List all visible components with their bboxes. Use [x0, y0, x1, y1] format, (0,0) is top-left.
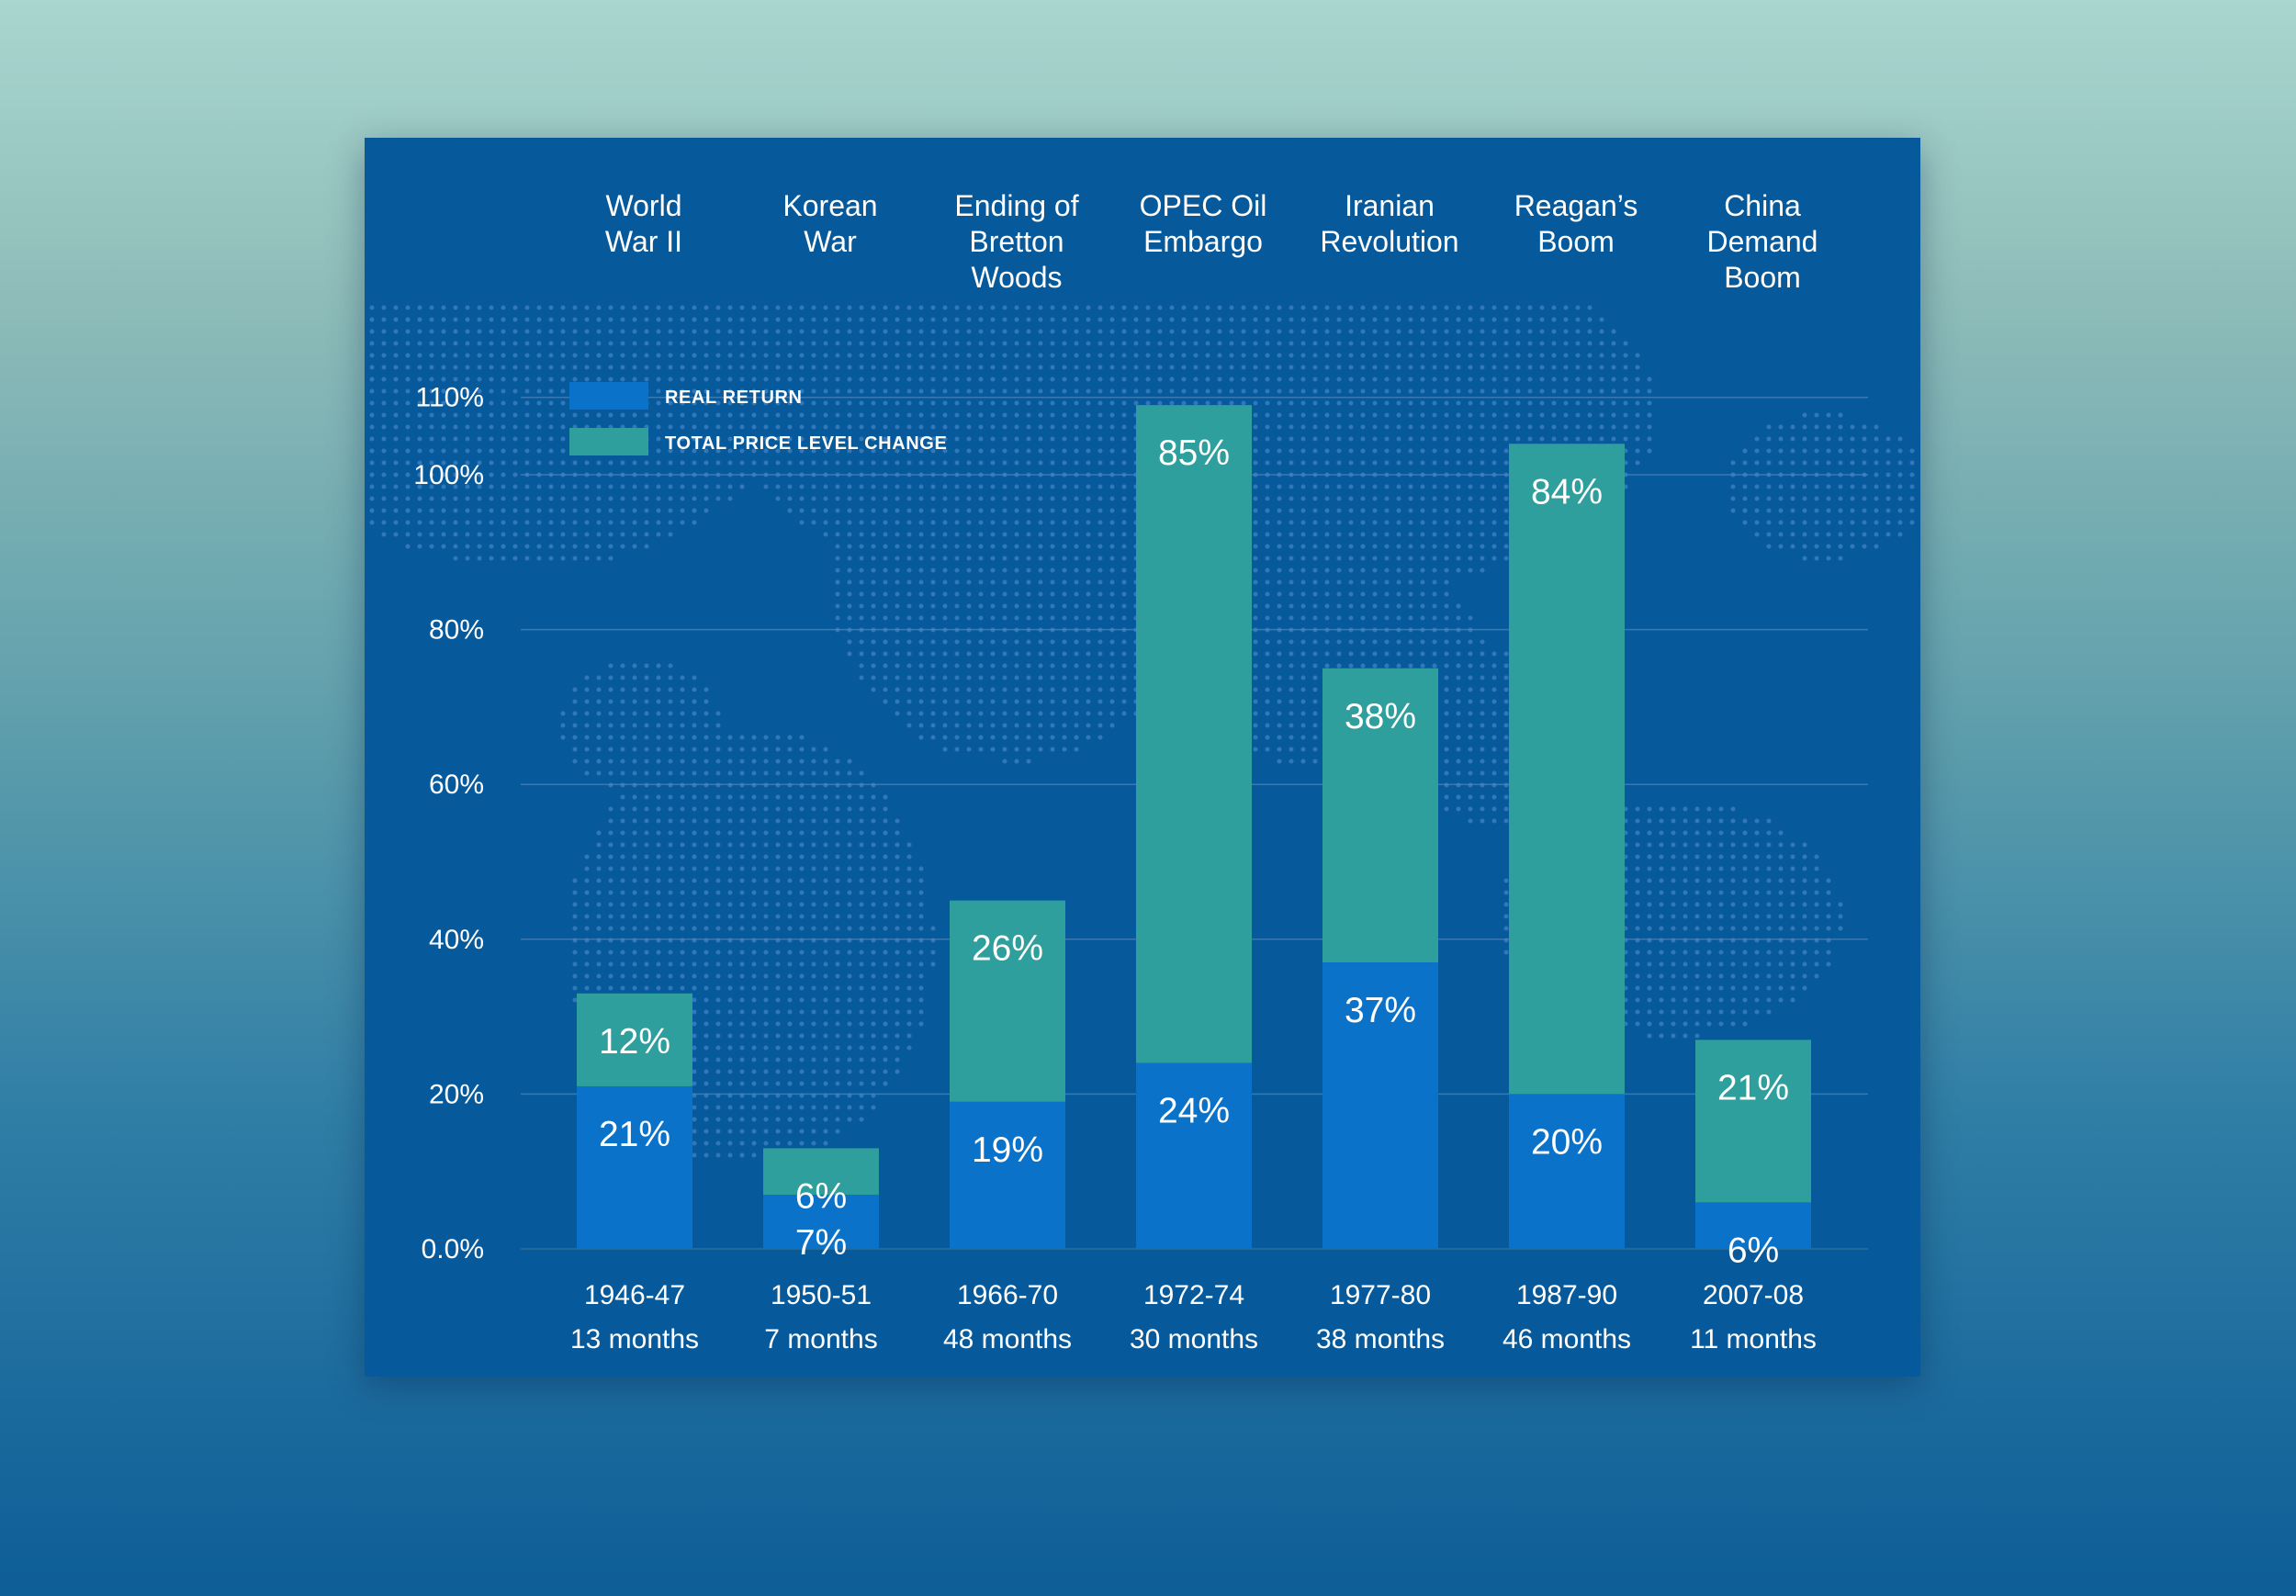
legend-swatch-price-level-change — [569, 428, 648, 455]
period-label: 1950-51 — [771, 1280, 872, 1310]
y-tick-label: 80% — [429, 615, 484, 646]
period-label: 1972-74 — [1143, 1280, 1244, 1310]
stacked-bar-chart: 0.0% 20% 40% 60% 80% 100% 110% 21% 12% 7% 6% 19% 26… — [369, 189, 1915, 1354]
value-label-real-return: 7% — [795, 1223, 847, 1263]
y-tick-label: 40% — [429, 925, 484, 955]
bar-segment-price-level-change — [950, 900, 1065, 1102]
value-label-real-return: 20% — [1531, 1122, 1603, 1162]
value-label-price-level-change: 38% — [1345, 697, 1416, 736]
event-label: Ending of Bretton Woods — [954, 189, 1078, 294]
period-label: 1966-70 — [957, 1280, 1058, 1310]
period-label: 2007-08 — [1703, 1280, 1804, 1310]
event-label: China Demand Boom — [1707, 189, 1818, 294]
duration-label: 30 months — [1130, 1324, 1258, 1354]
bar-segment-price-level-change — [1322, 668, 1438, 963]
value-label-real-return: 24% — [1158, 1092, 1230, 1131]
value-label-price-level-change: 26% — [972, 929, 1043, 969]
duration-label: 13 months — [570, 1324, 699, 1354]
event-labels: World War II Korean War Ending of Bretton Wood… — [605, 189, 1818, 294]
y-tick-label: 110% — [415, 383, 484, 413]
value-label-price-level-change: 12% — [599, 1022, 670, 1062]
y-tick-label: 60% — [429, 770, 484, 800]
legend-label-real-return: REAL RETURN — [665, 388, 803, 408]
bar-segment-real-return — [763, 1194, 879, 1249]
event-label: Iranian Revolution — [1320, 189, 1458, 258]
value-label-price-level-change: 6% — [795, 1176, 847, 1216]
bar-segment-real-return — [1695, 1202, 1811, 1249]
period-label: 1977-80 — [1330, 1280, 1431, 1310]
event-label: Reagan’s Boom — [1514, 189, 1638, 258]
event-label: World War II — [605, 189, 682, 258]
bar-segment-price-level-change — [1509, 444, 1625, 1095]
period-label: 1946-47 — [584, 1280, 685, 1310]
value-label-real-return: 19% — [972, 1130, 1043, 1170]
chart-card: 0.0% 20% 40% 60% 80% 100% 110% 21% 12% 7% 6% 19% 26… — [365, 138, 1920, 1377]
duration-label: 7 months — [764, 1324, 877, 1354]
bar-segment-price-level-change — [763, 1148, 879, 1195]
duration-label: 11 months — [1690, 1324, 1817, 1354]
bar-segment-price-level-change — [1695, 1040, 1811, 1203]
legend: REAL RETURN TOTAL PRICE LEVEL CHANGE — [569, 382, 947, 455]
duration-label: 46 months — [1503, 1324, 1631, 1354]
value-label-price-level-change: 21% — [1717, 1068, 1789, 1107]
legend-label-price-level-change: TOTAL PRICE LEVEL CHANGE — [665, 433, 947, 454]
bar-segment-real-return — [1136, 1062, 1252, 1249]
value-label-price-level-change: 85% — [1158, 433, 1230, 473]
bar-segment-real-return — [1322, 962, 1438, 1249]
y-tick-label: 0.0% — [422, 1234, 484, 1264]
value-label-real-return: 21% — [599, 1115, 670, 1154]
legend-swatch-real-return — [569, 382, 648, 410]
value-label-real-return: 37% — [1345, 991, 1416, 1030]
bar-segment-real-return — [1509, 1094, 1625, 1249]
event-label: OPEC Oil Embargo — [1140, 189, 1267, 258]
duration-label: 48 months — [943, 1324, 1072, 1354]
value-label-real-return: 6% — [1728, 1231, 1779, 1270]
period-label: 1987-90 — [1516, 1280, 1617, 1310]
duration-label: 38 months — [1316, 1324, 1445, 1354]
value-label-price-level-change: 84% — [1531, 472, 1603, 511]
bar-segment-price-level-change — [577, 993, 692, 1086]
bar-segment-real-return — [950, 1101, 1065, 1249]
bar-segment-price-level-change — [1136, 405, 1252, 1063]
y-tick-label: 20% — [429, 1079, 484, 1109]
bar-value-labels: 21% 12% 7% 6% 19% 26% 24% 85% 37% 38% 20% 84% 6% 21% — [599, 433, 1789, 1270]
bar-segment-real-return — [577, 1085, 692, 1249]
bars — [577, 405, 1811, 1249]
event-label: Korean War — [782, 189, 877, 258]
period-labels: 1946-47 13 months 1950-51 7 months 1966-70 48… — [570, 1280, 1817, 1354]
y-axis-tick-labels: 0.0% 20% 40% 60% 80% 100% 110% — [413, 383, 484, 1264]
y-tick-label: 100% — [413, 460, 484, 490]
